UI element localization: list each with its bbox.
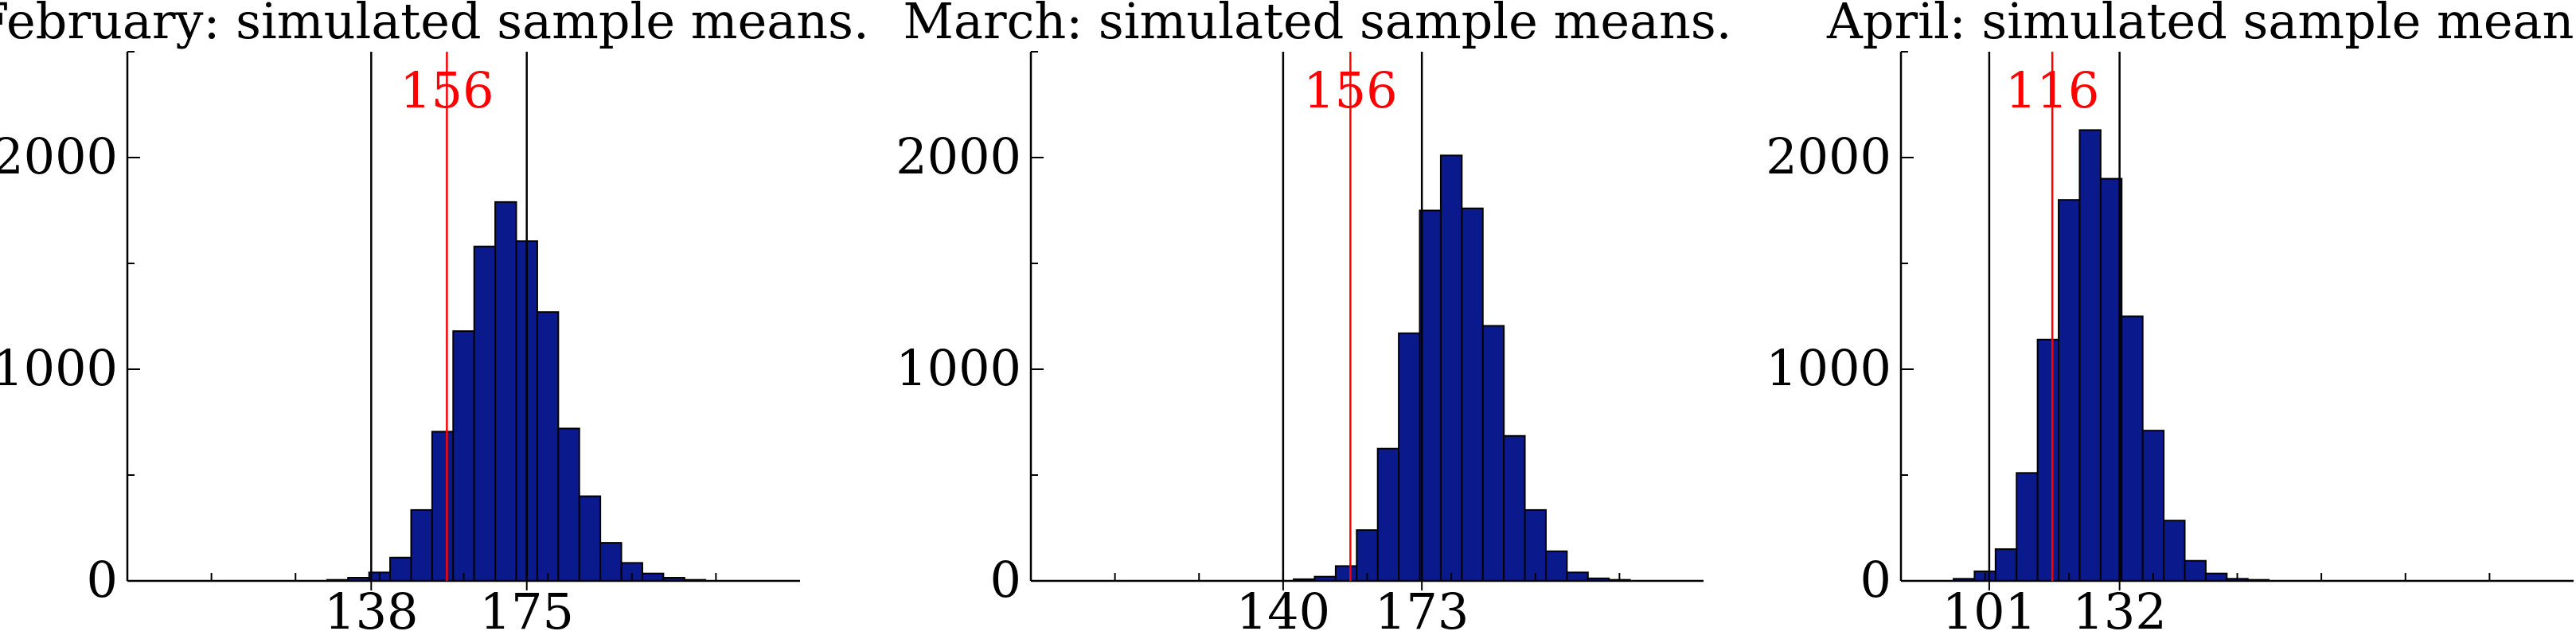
histogram-bar <box>1439 154 1463 582</box>
histogram-bar <box>2078 129 2102 582</box>
y-tick-label: 1000 <box>1766 339 1891 397</box>
histogram-bar <box>2184 559 2207 582</box>
histogram-bar <box>1461 207 1484 582</box>
interval-tick-label: 140 <box>1236 582 1330 635</box>
mean-label: 156 <box>400 61 494 119</box>
mean-label: 156 <box>1303 61 1397 119</box>
histogram-bar <box>2099 177 2123 582</box>
interval-tick-label: 101 <box>1942 582 2036 635</box>
chart-panel-1: February: simulated sample means. 0 1000 20… <box>0 0 869 635</box>
histogram-bar <box>1334 565 1358 582</box>
interval-tick-label: 173 <box>1375 582 1469 635</box>
histogram-bar <box>1994 548 2018 582</box>
histogram-bar <box>641 572 665 582</box>
histogram-bar <box>2141 430 2165 582</box>
histogram-bar <box>1566 571 1589 582</box>
histogram-bar <box>452 330 475 582</box>
histogram-bar <box>2204 572 2228 582</box>
histogram-bar <box>1419 209 1442 582</box>
histogram-bar <box>2121 315 2144 582</box>
histogram-bar <box>2163 520 2186 582</box>
histogram-bar <box>410 508 433 582</box>
chart-panel-2: March: simulated sample means. 0 1000 2000 1… <box>896 0 1731 635</box>
interval-tick-label: 138 <box>324 582 418 635</box>
y-tick-label: 1000 <box>0 339 118 397</box>
histogram-bar <box>536 311 560 582</box>
histogram-bar <box>1503 434 1526 582</box>
histogram-bar <box>1481 325 1505 582</box>
histogram-bar <box>2058 199 2081 582</box>
chart-title: March: simulated sample means. <box>904 0 1732 50</box>
histogram-bar <box>578 495 602 582</box>
interval-tick-label: 175 <box>480 582 574 635</box>
y-tick-label: 0 <box>87 551 118 609</box>
histogram-bar <box>473 245 497 582</box>
histogram-bar <box>1524 508 1547 582</box>
histogram-bar <box>389 556 412 582</box>
histogram-bar <box>599 542 623 582</box>
y-tick-label: 2000 <box>0 127 118 185</box>
histogram-bar <box>2036 338 2060 582</box>
histogram-bar <box>494 201 517 582</box>
histogram-bar <box>1398 332 1421 582</box>
histogram-bar <box>1376 447 1400 582</box>
histogram-bar <box>2016 472 2039 582</box>
y-tick-label: 1000 <box>896 339 1021 397</box>
chart-panel-3: April: simulated sample means. 0 1000 2000 1… <box>1766 0 2576 635</box>
y-tick-label: 0 <box>990 551 1021 609</box>
histogram-bar <box>1544 550 1568 582</box>
histogram-bar <box>1356 529 1379 582</box>
chart-title: February: simulated sample means. <box>0 0 869 50</box>
chart-title: April: simulated sample means. <box>1826 0 2576 50</box>
y-tick-label: 0 <box>1860 551 1891 609</box>
histogram-bar <box>557 427 580 582</box>
y-tick-label: 2000 <box>896 127 1021 185</box>
interval-tick-label: 132 <box>2072 582 2166 635</box>
y-tick-label: 2000 <box>1766 127 1891 185</box>
mean-label: 116 <box>2005 61 2099 119</box>
histogram-bar <box>431 430 455 582</box>
